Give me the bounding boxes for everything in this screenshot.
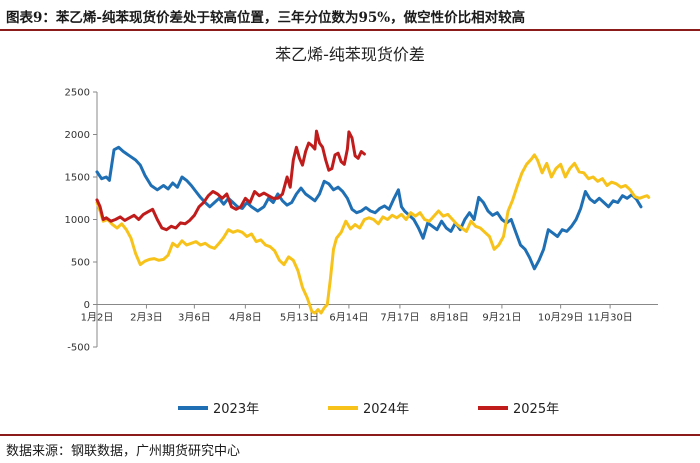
series-line-2023年	[95, 145, 643, 271]
x-tick-label: 10月29日	[538, 312, 583, 324]
footer-divider	[0, 434, 700, 436]
x-tick-label: 2月3日	[130, 312, 163, 324]
x-tick-label: 6月14日	[329, 312, 368, 324]
series-line-2025年	[95, 129, 366, 232]
legend-label: 2024年	[363, 402, 409, 417]
x-tick-label: 8月18日	[430, 312, 469, 324]
x-tick-label: 1月2日	[81, 312, 114, 324]
series-line-2024年	[95, 153, 651, 315]
y-tick-label: -500	[67, 343, 90, 354]
figure-header: 图表9：苯乙烯-纯苯现货价差处于较高位置，三年分位数为95%，做空性价比相对较高	[0, 0, 700, 30]
y-tick-label: 0	[84, 300, 90, 311]
x-tick-label: 5月13日	[280, 312, 319, 324]
legend-label: 2025年	[513, 402, 559, 417]
figure-heading: 图表9：苯乙烯-纯苯现货价差处于较高位置，三年分位数为95%，做空性价比相对较高	[6, 6, 525, 26]
chart-title: 苯乙烯-纯苯现货价差	[275, 45, 425, 64]
figure-label: 图表9：	[6, 10, 56, 26]
y-tick-label: 2000	[65, 130, 90, 141]
x-tick-label: 4月8日	[229, 312, 262, 324]
x-tick-label: 3月6日	[178, 312, 211, 324]
source-note: 数据来源：钢联数据，广州期货研究中心	[6, 444, 241, 459]
y-tick-label: 2500	[65, 88, 90, 99]
x-tick-label: 9月21日	[482, 312, 521, 324]
x-axis: 1月2日 2月3日 3月6日 4月8日 5月13日 6月14日 7月17日 8月18日 9月21…	[81, 304, 658, 324]
y-tick-label: 500	[71, 258, 90, 269]
y-tick-label: 1500	[65, 173, 90, 184]
x-tick-label: 7月17日	[380, 312, 419, 324]
legend-label: 2023年	[213, 402, 259, 417]
header-divider	[0, 29, 700, 31]
line-chart: 苯乙烯-纯苯现货价差 -500 0 500 1000 1500 2000 2500 1月2日…	[65, 45, 658, 417]
y-tick-label: 1000	[65, 215, 90, 226]
x-tick-label: 11月30日	[587, 312, 632, 324]
series-lines	[95, 129, 651, 315]
figure-title: 苯乙烯-纯苯现货价差处于较高位置，三年分位数为95%，做空性价比相对较高	[55, 10, 526, 26]
legend: 2023年 2024年 2025年	[178, 402, 559, 417]
